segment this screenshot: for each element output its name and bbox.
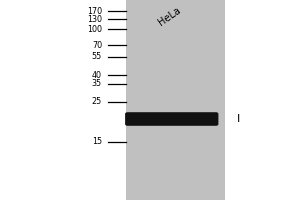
Text: I: I [237,114,240,124]
Text: 40: 40 [92,71,102,79]
Text: 70: 70 [92,40,102,49]
Text: 55: 55 [92,52,102,61]
Text: 170: 170 [87,6,102,16]
Text: HeLa: HeLa [156,5,183,27]
Text: 130: 130 [87,15,102,23]
Bar [126,0,225,200]
Text: 25: 25 [92,98,102,106]
Text: 35: 35 [92,79,102,88]
FancyBboxPatch shape [125,112,218,126]
Text: 15: 15 [92,138,102,146]
Text: 100: 100 [87,24,102,33]
